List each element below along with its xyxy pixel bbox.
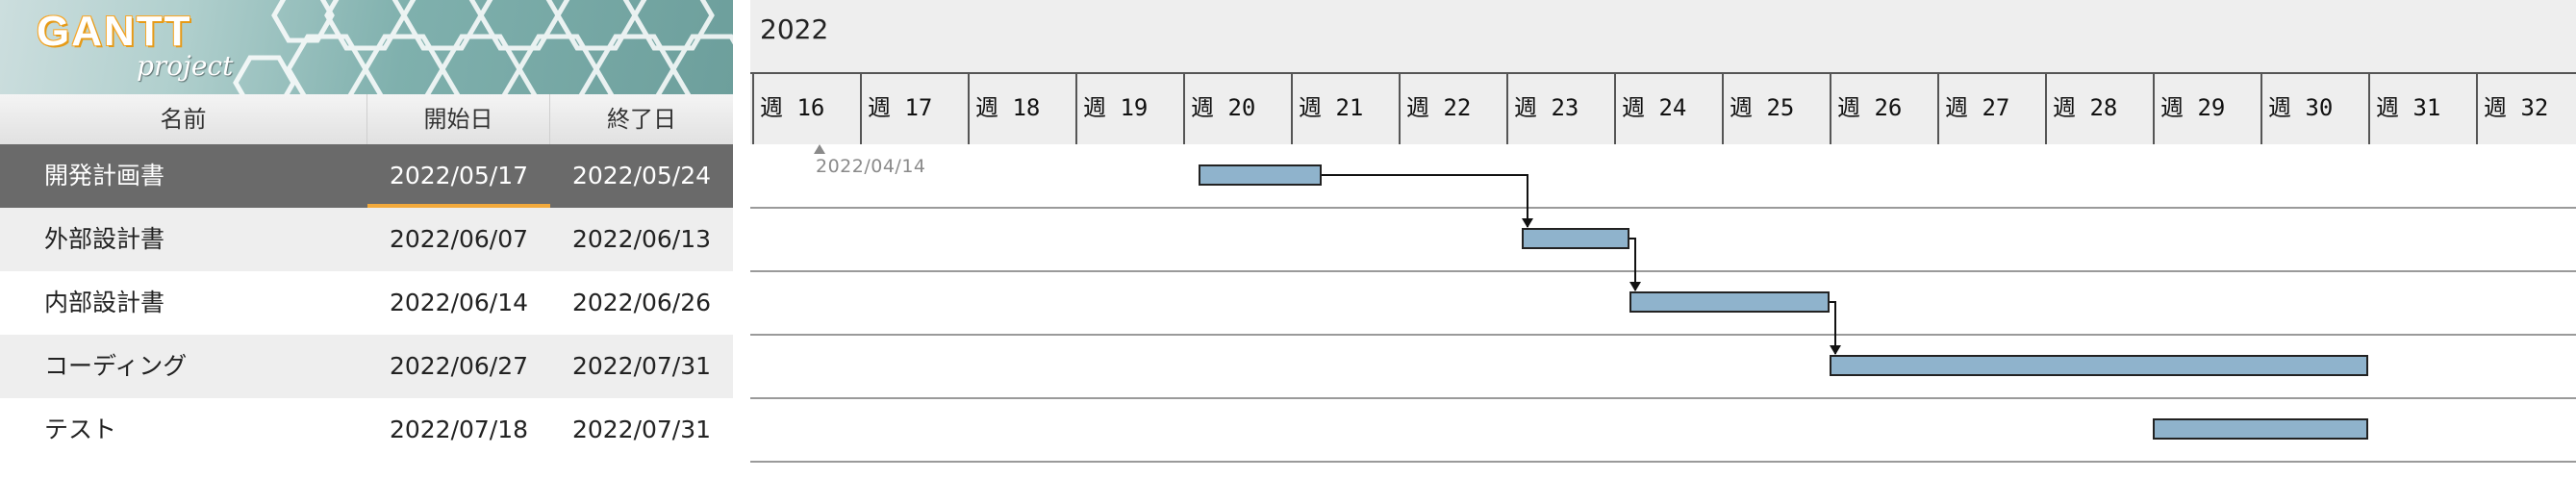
- week-column: 週 23: [1506, 74, 1614, 144]
- task-row[interactable]: テスト 2022/07/18 2022/07/31: [0, 398, 733, 462]
- row-divider: [750, 270, 2576, 272]
- dependency-arrows: [1322, 174, 1841, 355]
- week-column: 週 22: [1399, 74, 1506, 144]
- year-label: 2022: [760, 13, 829, 45]
- task-end-date[interactable]: 2022/07/31: [571, 416, 712, 443]
- dependency-line: [1629, 238, 1636, 290]
- task-start-date[interactable]: 2022/06/14: [389, 289, 529, 316]
- today-arrow-icon: [814, 144, 825, 154]
- week-label: 週 31: [2376, 94, 2441, 121]
- row-divider: [750, 461, 2576, 463]
- week-column: 週 21: [1291, 74, 1399, 144]
- logo-sub-text: project: [137, 50, 234, 82]
- week-label: 週 29: [2160, 94, 2226, 121]
- column-header-start[interactable]: 開始日: [367, 94, 550, 144]
- task-end-date[interactable]: 2022/07/31: [571, 352, 712, 380]
- week-scale: 週 16 週 17 週 18 週 19 週 20 週 21 週 22 週 23 週 24 週 25…: [750, 72, 2576, 144]
- week-column: 週 29: [2153, 74, 2260, 144]
- row-divider: [750, 207, 2576, 209]
- task-start-date[interactable]: 2022/06/27: [389, 352, 529, 380]
- week-column: 週 24: [1614, 74, 1722, 144]
- task-name: テスト: [44, 416, 117, 443]
- week-column: 週 20: [1183, 74, 1291, 144]
- week-label: 週 28: [2053, 94, 2118, 121]
- week-column: 週 19: [1075, 74, 1183, 144]
- task-row[interactable]: 内部設計書 2022/06/14 2022/06/26: [0, 271, 733, 335]
- task-bar[interactable]: [1522, 228, 1629, 249]
- week-label: 週 17: [868, 94, 933, 121]
- week-label: 週 20: [1191, 94, 1256, 121]
- task-name: 内部設計書: [44, 289, 165, 316]
- week-label: 週 18: [975, 94, 1041, 121]
- week-column: 週 16: [752, 74, 860, 144]
- column-header-name[interactable]: 名前: [0, 94, 367, 144]
- week-column: 週 30: [2260, 74, 2368, 144]
- task-bar[interactable]: [2153, 418, 2368, 440]
- task-bar[interactable]: [1199, 164, 1322, 186]
- week-column: 週 31: [2368, 74, 2476, 144]
- week-label: 週 23: [1514, 94, 1579, 121]
- cell-focus-indicator: [367, 204, 550, 208]
- task-name: 外部設計書: [44, 225, 165, 253]
- dependency-line: [1830, 301, 1836, 354]
- chart-body[interactable]: 2022/04/14: [750, 144, 2576, 479]
- week-column: 週 25: [1722, 74, 1830, 144]
- ganttproject-logo: GANTT project: [37, 8, 267, 89]
- week-column: 週 26: [1830, 74, 1937, 144]
- week-label: 週 19: [1083, 94, 1149, 121]
- week-column: 週 18: [968, 74, 1075, 144]
- week-label: 週 22: [1406, 94, 1472, 121]
- task-start-date[interactable]: 2022/06/07: [389, 225, 529, 253]
- task-start-date[interactable]: 2022/07/18: [389, 416, 529, 443]
- week-label: 週 16: [760, 94, 825, 121]
- row-divider: [750, 397, 2576, 399]
- task-end-date[interactable]: 2022/05/24: [571, 162, 712, 189]
- arrowhead-icon: [1629, 282, 1641, 291]
- task-end-date[interactable]: 2022/06/26: [571, 289, 712, 316]
- week-label: 週 26: [1837, 94, 1903, 121]
- logo-main-text: GANTT: [37, 8, 192, 55]
- week-column: 週 28: [2045, 74, 2153, 144]
- task-bar[interactable]: [1830, 355, 2368, 376]
- arrowhead-icon: [1830, 345, 1841, 355]
- arrowhead-icon: [1522, 218, 1533, 228]
- week-label: 週 32: [2484, 94, 2549, 121]
- week-column: 週 27: [1937, 74, 2045, 144]
- logo-banner: GANTT project: [0, 0, 733, 94]
- week-label: 週 24: [1622, 94, 1687, 121]
- dependency-line: [1322, 174, 1528, 227]
- gantt-chart-panel[interactable]: 2022 週 16 週 17 週 18 週 19 週 20 週 21 週 22 週 23 週 2…: [750, 0, 2576, 479]
- task-row[interactable]: 開発計画書 2022/05/17 2022/05/24: [0, 144, 733, 208]
- task-start-date[interactable]: 2022/05/17: [389, 162, 529, 189]
- today-date-label: 2022/04/14: [816, 156, 926, 177]
- task-table-panel: GANTT project 名前 開始日 終了日 開発計画書 2022/05/1…: [0, 0, 733, 479]
- column-header-end[interactable]: 終了日: [607, 106, 676, 133]
- task-row[interactable]: コーディング 2022/06/27 2022/07/31: [0, 335, 733, 398]
- table-header: 名前 開始日 終了日: [0, 94, 733, 145]
- task-bar[interactable]: [1629, 291, 1830, 313]
- week-column: 週 32: [2476, 74, 2576, 144]
- week-label: 週 21: [1299, 94, 1364, 121]
- week-label: 週 30: [2268, 94, 2334, 121]
- task-name: 開発計画書: [44, 162, 165, 189]
- task-row[interactable]: 外部設計書 2022/06/07 2022/06/13: [0, 208, 733, 271]
- timeline-header: 2022 週 16 週 17 週 18 週 19 週 20 週 21 週 22 週 23 週 2…: [750, 0, 2576, 144]
- task-end-date[interactable]: 2022/06/13: [571, 225, 712, 253]
- week-column: 週 17: [860, 74, 968, 144]
- row-divider: [750, 334, 2576, 336]
- week-label: 週 27: [1945, 94, 2010, 121]
- task-name: コーディング: [44, 352, 188, 380]
- week-label: 週 25: [1730, 94, 1795, 121]
